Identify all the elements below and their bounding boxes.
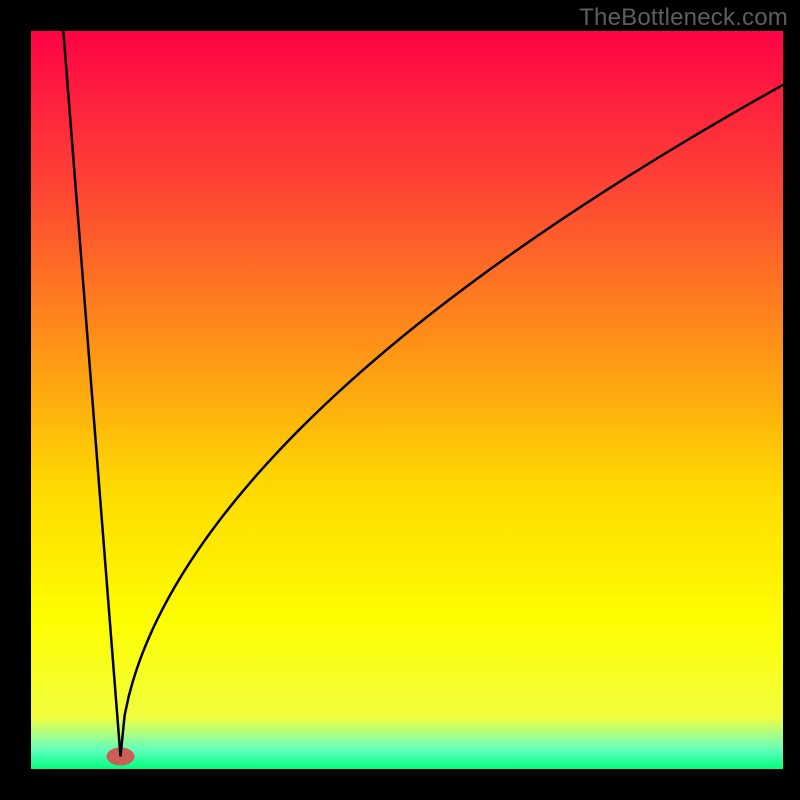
watermark-text: TheBottleneck.com <box>579 4 788 32</box>
chart-stage: TheBottleneck.com <box>0 0 800 800</box>
plot-background <box>31 31 783 769</box>
chart-svg <box>0 0 800 800</box>
